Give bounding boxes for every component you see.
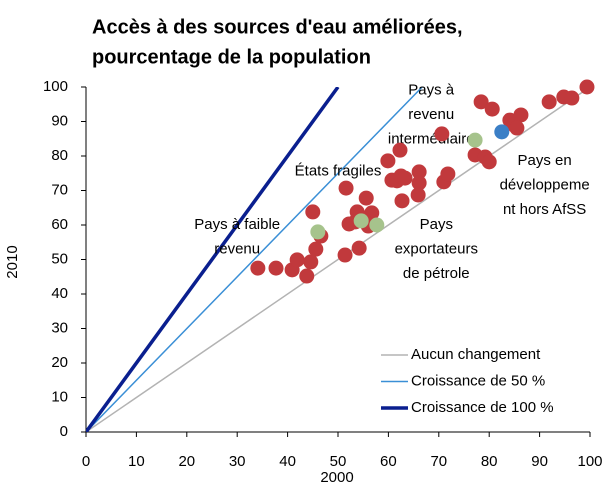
reference-line: [86, 87, 423, 432]
point: [494, 124, 510, 140]
x-tick-label: 70: [430, 453, 447, 470]
x-tick-label: 40: [279, 453, 296, 470]
point: [341, 216, 357, 232]
legend-label: Croissance de 50 %: [411, 372, 545, 389]
point: [369, 217, 385, 233]
x-tick-label: 20: [178, 453, 195, 470]
point: [358, 190, 374, 206]
annotation: Pays à: [408, 81, 455, 98]
y-tick-label: 40: [51, 285, 68, 302]
y-tick-label: 80: [51, 147, 68, 164]
point: [392, 142, 408, 158]
point: [337, 247, 353, 263]
point: [411, 175, 427, 191]
annotation: Pays en: [518, 152, 572, 169]
point: [579, 79, 595, 95]
point: [268, 260, 284, 276]
chart-title: pourcentage de la population: [92, 46, 371, 68]
point: [351, 240, 367, 256]
annotation: nt hors AfSS: [503, 201, 586, 218]
point: [299, 268, 315, 284]
y-tick-label: 60: [51, 216, 68, 233]
reference-line: [86, 87, 591, 432]
annotation: exportateurs: [395, 240, 478, 257]
point: [338, 180, 354, 196]
point: [303, 254, 319, 270]
point: [481, 154, 497, 170]
annotation: Pays à faible: [194, 216, 280, 233]
y-tick-label: 30: [51, 319, 68, 336]
legend-label: Croissance de 100 %: [411, 399, 554, 416]
annotation: revenu: [214, 240, 260, 257]
x-tick-label: 80: [481, 453, 498, 470]
y-tick-label: 90: [51, 112, 68, 129]
point: [380, 153, 396, 169]
x-tick-label: 60: [380, 453, 397, 470]
point: [411, 164, 427, 180]
point: [353, 213, 369, 229]
annotation: développeme: [500, 177, 590, 194]
y-tick-label: 70: [51, 181, 68, 198]
x-tick-label: 10: [128, 453, 145, 470]
point: [467, 132, 483, 148]
x-tick-label: 0: [82, 453, 90, 470]
point: [305, 204, 321, 220]
annotation: intermédiaire: [388, 130, 475, 147]
annotation: revenu: [408, 106, 454, 123]
chart-title: Accès à des sources d'eau améliorées,: [92, 16, 463, 38]
reference-line: [86, 87, 340, 432]
point: [564, 90, 580, 106]
point: [410, 187, 426, 203]
annotation: États fragiles: [295, 162, 382, 179]
x-axis-label: 2000: [320, 469, 353, 486]
point: [364, 205, 380, 221]
y-tick-label: 20: [51, 354, 68, 371]
x-tick-label: 100: [577, 453, 602, 470]
point: [434, 126, 450, 142]
point: [289, 252, 305, 268]
annotation: Pays: [420, 216, 453, 233]
point: [440, 166, 456, 182]
point: [541, 94, 557, 110]
point: [473, 94, 489, 110]
y-axis-label: 2010: [4, 245, 21, 278]
x-tick-label: 50: [330, 453, 347, 470]
point: [308, 241, 324, 257]
y-tick-label: 100: [43, 78, 68, 95]
y-tick-label: 0: [60, 423, 68, 440]
y-tick-label: 10: [51, 388, 68, 405]
point: [509, 120, 525, 136]
point: [394, 193, 410, 209]
point: [310, 224, 326, 240]
point: [250, 260, 266, 276]
y-tick-label: 50: [51, 250, 68, 267]
point: [397, 170, 413, 186]
x-tick-label: 30: [229, 453, 246, 470]
legend-label: Aucun changement: [411, 346, 541, 363]
annotation: de pétrole: [403, 265, 470, 282]
point: [484, 101, 500, 117]
x-tick-label: 90: [531, 453, 548, 470]
